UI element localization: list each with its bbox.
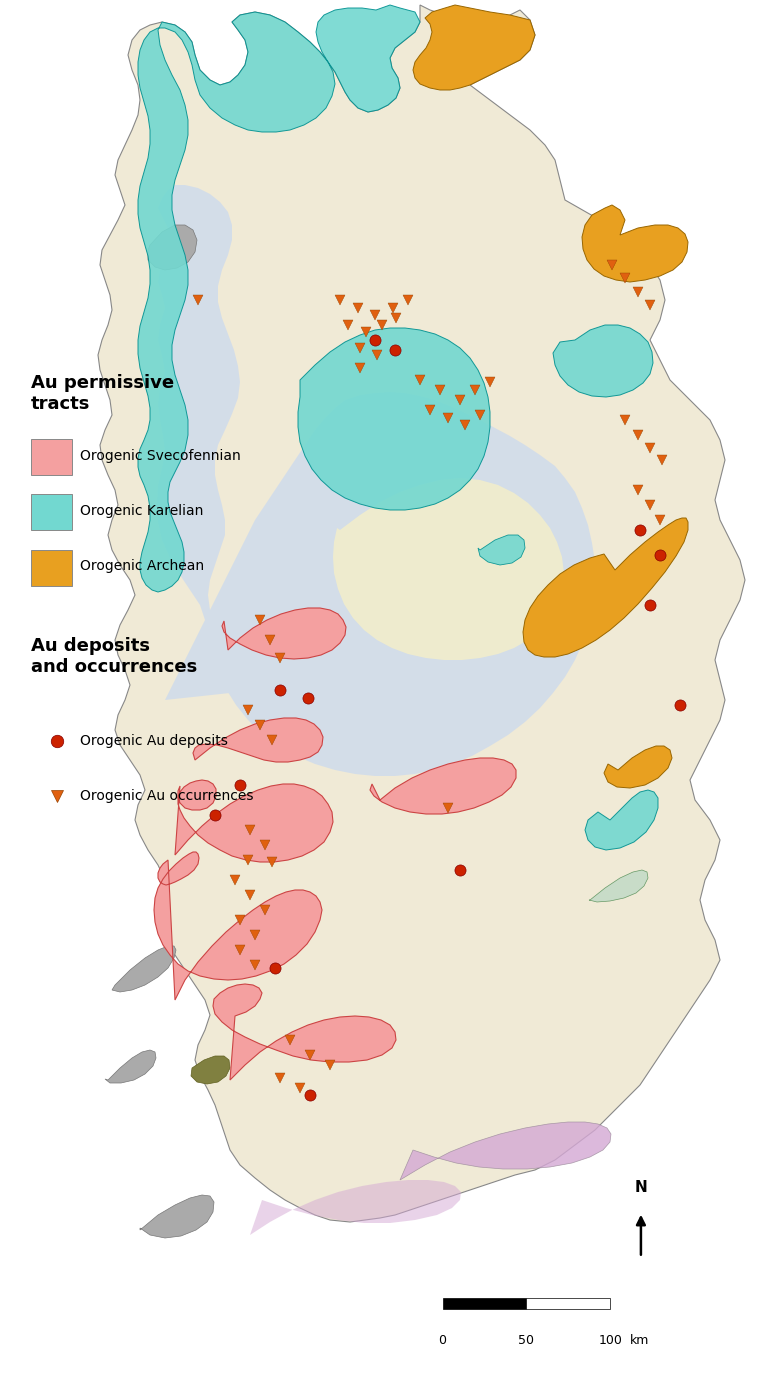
Polygon shape	[105, 1050, 156, 1083]
Polygon shape	[298, 328, 490, 510]
Polygon shape	[193, 717, 323, 762]
Polygon shape	[585, 789, 658, 850]
Text: Orogenic Archean: Orogenic Archean	[80, 560, 204, 573]
Polygon shape	[582, 205, 688, 283]
Polygon shape	[478, 535, 525, 565]
Polygon shape	[370, 758, 516, 814]
Text: Au deposits
and occurrences: Au deposits and occurrences	[31, 637, 197, 676]
Text: 100: 100	[598, 1334, 623, 1346]
Polygon shape	[333, 478, 564, 661]
Polygon shape	[250, 1180, 461, 1235]
Text: Orogenic Svecofennian: Orogenic Svecofennian	[80, 449, 241, 463]
Text: Orogenic Karelian: Orogenic Karelian	[80, 504, 204, 518]
Bar	[443, 1298, 526, 1309]
Text: Au permissive
tracts: Au permissive tracts	[31, 374, 174, 413]
Bar	[31, 494, 72, 530]
Polygon shape	[138, 6, 420, 591]
Polygon shape	[140, 1195, 214, 1238]
Bar	[31, 439, 72, 475]
Polygon shape	[222, 608, 346, 659]
Polygon shape	[98, 6, 745, 1222]
Polygon shape	[112, 946, 176, 992]
Polygon shape	[175, 780, 333, 861]
Bar	[526, 1298, 610, 1309]
Text: Orogenic Au occurrences: Orogenic Au occurrences	[80, 789, 253, 803]
Polygon shape	[400, 1122, 611, 1180]
Polygon shape	[157, 186, 596, 776]
Text: Orogenic Au deposits: Orogenic Au deposits	[80, 734, 228, 748]
Text: 50: 50	[519, 1334, 534, 1346]
Polygon shape	[213, 983, 396, 1080]
Bar	[31, 550, 72, 586]
Polygon shape	[589, 870, 648, 902]
Text: 0: 0	[439, 1334, 446, 1346]
Polygon shape	[523, 518, 688, 656]
Polygon shape	[553, 325, 653, 397]
Polygon shape	[604, 747, 672, 788]
Text: km: km	[629, 1334, 649, 1346]
Polygon shape	[191, 1055, 230, 1084]
Text: N: N	[635, 1180, 647, 1195]
Polygon shape	[154, 852, 322, 1000]
Polygon shape	[148, 224, 197, 270]
Polygon shape	[413, 6, 535, 90]
